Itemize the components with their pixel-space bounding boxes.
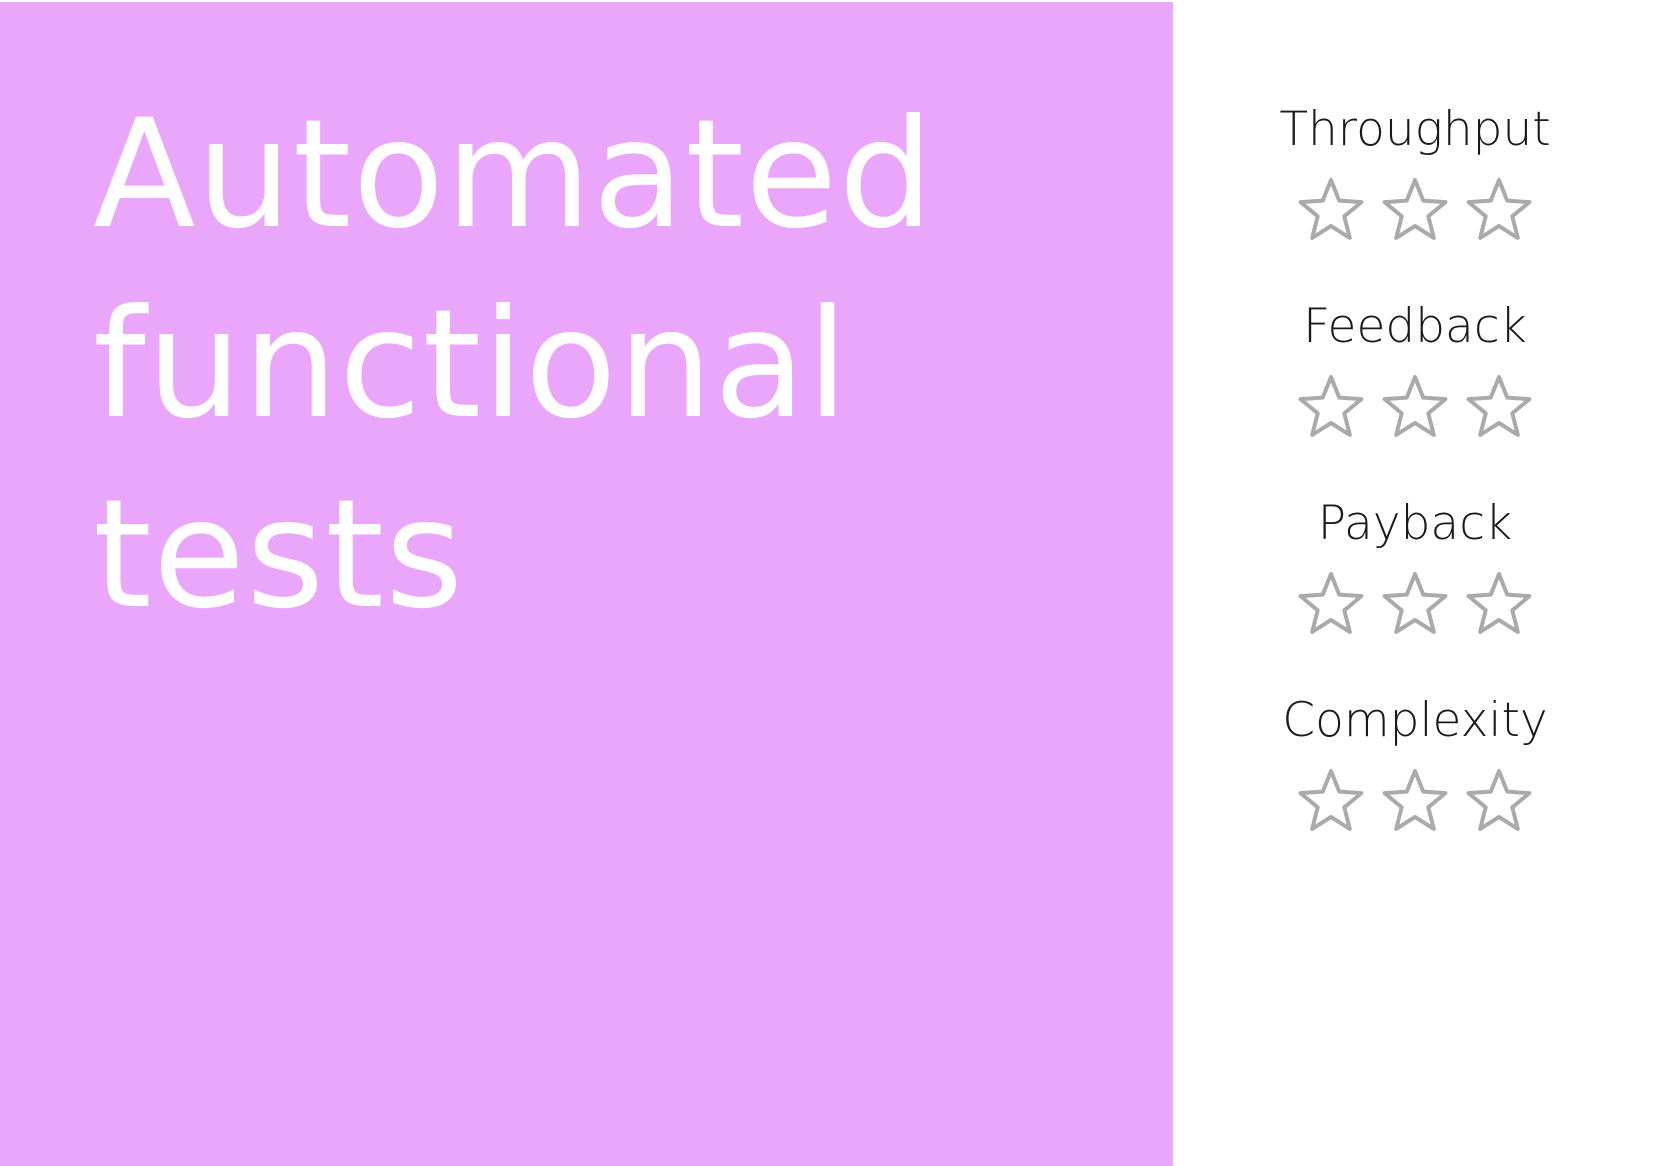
metric-complexity: Complexity xyxy=(1240,686,1590,883)
metric-label: Payback xyxy=(1317,496,1513,551)
star-outline-icon xyxy=(1298,769,1364,831)
card-title: Automated functional tests xyxy=(93,80,1093,650)
metric-throughput: Throughput xyxy=(1240,95,1590,292)
card-title-line-3: tests xyxy=(93,468,465,642)
star-outline-icon xyxy=(1466,178,1532,240)
star-outline-icon xyxy=(1382,178,1448,240)
star-outline-icon xyxy=(1298,375,1364,437)
metric-feedback: Feedback xyxy=(1240,292,1590,489)
star-outline-icon xyxy=(1466,375,1532,437)
metric-payback: Payback xyxy=(1240,489,1590,686)
star-rating xyxy=(1240,175,1590,245)
metric-label: Complexity xyxy=(1282,693,1548,748)
star-rating xyxy=(1240,569,1590,639)
metric-label: Throughput xyxy=(1279,102,1551,157)
star-outline-icon xyxy=(1382,375,1448,437)
star-outline-icon xyxy=(1382,572,1448,634)
technique-card: Automated functional tests xyxy=(0,2,1173,1166)
star-outline-icon xyxy=(1466,769,1532,831)
star-outline-icon xyxy=(1382,769,1448,831)
star-outline-icon xyxy=(1466,572,1532,634)
metric-label: Feedback xyxy=(1303,299,1527,354)
star-rating xyxy=(1240,766,1590,836)
star-rating xyxy=(1240,372,1590,442)
card-title-line-2: functional xyxy=(93,278,850,452)
star-outline-icon xyxy=(1298,572,1364,634)
metrics-panel: Throughput Feedback Payback Complexity xyxy=(1240,95,1590,883)
card-title-line-1: Automated xyxy=(93,88,935,262)
star-outline-icon xyxy=(1298,178,1364,240)
